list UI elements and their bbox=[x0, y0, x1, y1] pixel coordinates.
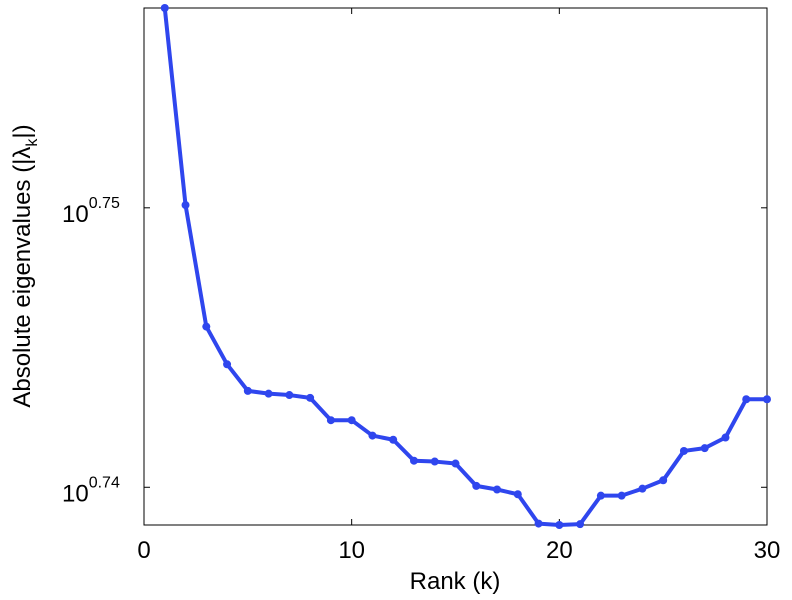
data-point bbox=[534, 519, 543, 528]
data-point bbox=[721, 433, 730, 442]
series-group bbox=[160, 4, 771, 529]
data-point bbox=[368, 431, 377, 440]
data-point bbox=[409, 456, 418, 465]
y-tick-label: 100.75 bbox=[62, 195, 120, 228]
y-tick-exponent: 0.74 bbox=[89, 474, 120, 491]
data-point bbox=[264, 389, 273, 398]
y-tick-exponent: 0.75 bbox=[89, 195, 120, 212]
data-point bbox=[347, 416, 356, 425]
data-point bbox=[638, 484, 647, 493]
data-point bbox=[202, 322, 211, 331]
data-point bbox=[306, 393, 315, 402]
data-point bbox=[285, 391, 294, 400]
plot-frame bbox=[143, 7, 768, 526]
data-point bbox=[679, 446, 688, 455]
x-axis-ticks: 0 10 20 30 bbox=[137, 8, 780, 564]
x-tick-label: 10 bbox=[338, 537, 365, 564]
data-point bbox=[430, 457, 439, 466]
y-tick-label: 100.74 bbox=[62, 474, 120, 507]
data-point bbox=[513, 490, 522, 499]
data-point bbox=[493, 485, 502, 494]
data-point bbox=[389, 435, 398, 444]
y-axis-title-subscript: k bbox=[24, 138, 41, 147]
data-point bbox=[160, 4, 169, 12]
x-tick-label: 20 bbox=[546, 537, 573, 564]
data-point bbox=[243, 386, 252, 395]
y-tick-base: 10 bbox=[62, 480, 89, 507]
data-point bbox=[742, 395, 751, 404]
data-point bbox=[617, 491, 626, 500]
x-tick-label: 30 bbox=[754, 537, 781, 564]
data-point bbox=[472, 481, 481, 490]
data-point bbox=[451, 459, 460, 468]
data-point bbox=[555, 521, 564, 529]
data-point bbox=[326, 416, 335, 425]
data-point bbox=[181, 201, 190, 210]
y-axis-title-end: |) bbox=[9, 124, 36, 138]
x-axis-title: Rank (k) bbox=[410, 568, 501, 595]
data-point bbox=[223, 360, 232, 369]
data-point bbox=[576, 520, 585, 529]
x-tick-label: 0 bbox=[137, 537, 150, 564]
data-point bbox=[659, 476, 668, 485]
data-point bbox=[596, 491, 605, 500]
data-point bbox=[700, 444, 709, 453]
y-tick-base: 10 bbox=[62, 201, 89, 228]
series-line bbox=[162, 6, 769, 527]
y-axis-title: Absolute eigenvalues (|λk|) bbox=[9, 124, 41, 407]
y-axis-title-main: Absolute eigenvalues (|λ bbox=[9, 147, 36, 408]
data-point bbox=[763, 395, 771, 404]
